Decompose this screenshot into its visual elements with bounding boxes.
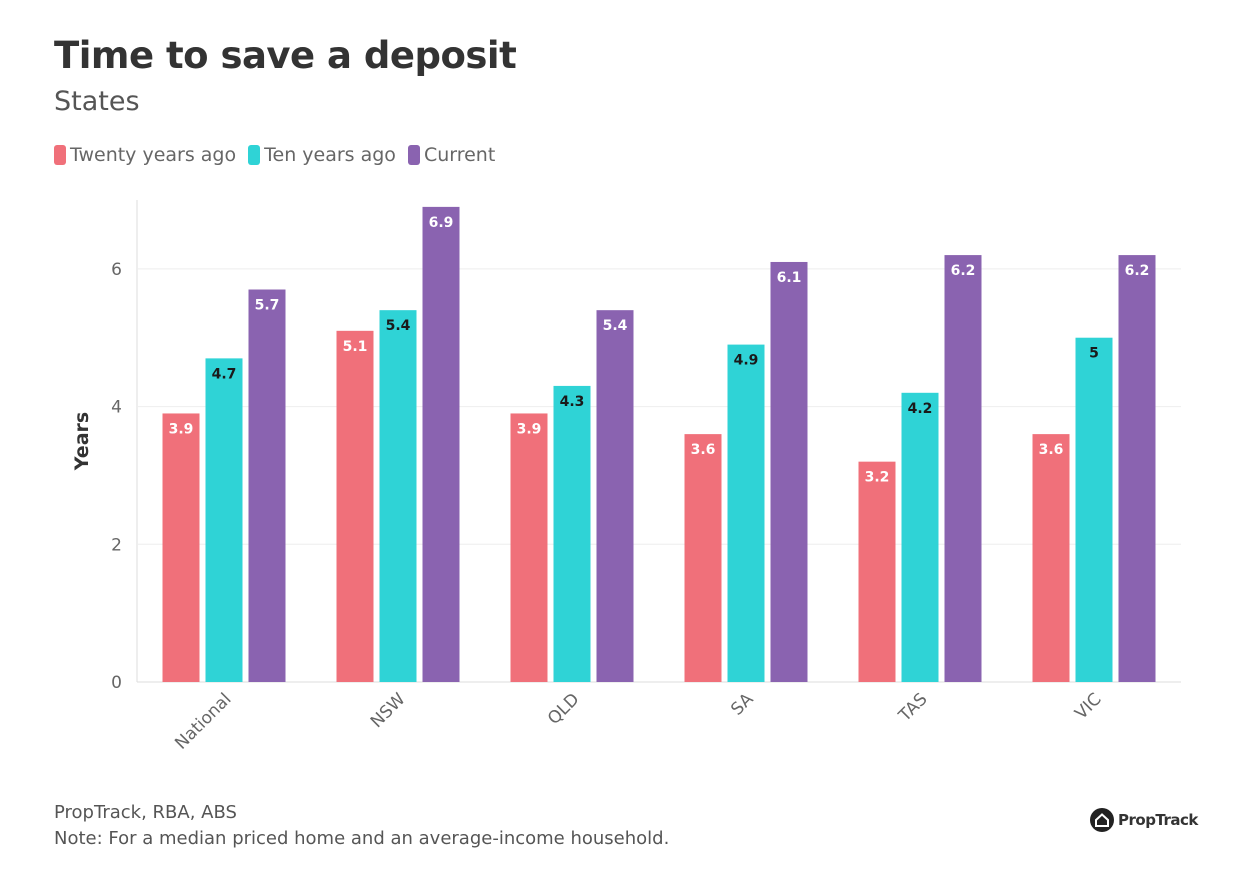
x-tick-label: VIC — [1071, 689, 1105, 723]
x-tick-label: SA — [727, 689, 757, 719]
legend-swatch — [248, 145, 261, 165]
bar-current — [944, 255, 982, 683]
bar-ten-years-ago — [553, 385, 591, 682]
house-icon — [1090, 808, 1114, 832]
y-tick-label: 0 — [111, 673, 122, 693]
legend-swatch — [407, 145, 420, 165]
legend-item: Current — [407, 144, 496, 166]
data-label: 3.9 — [169, 421, 194, 437]
logo-text: PropTrack — [1118, 811, 1198, 829]
data-label: 4.9 — [734, 353, 759, 369]
y-tick-label: 2 — [111, 535, 122, 555]
data-label: 4.7 — [212, 366, 237, 382]
chart-subtitle: States — [54, 86, 140, 117]
bar-twenty-years-ago — [684, 434, 722, 682]
x-tick-label: QLD — [544, 689, 584, 729]
bar-current — [596, 310, 634, 682]
bar-twenty-years-ago — [858, 461, 896, 682]
x-tick-label: NSW — [367, 689, 410, 732]
legend-label: Twenty years ago — [70, 144, 237, 166]
bar-current — [248, 289, 286, 682]
x-tick-label: National — [171, 689, 235, 753]
legend-item: Twenty years ago — [54, 144, 236, 166]
y-axis-label: Years — [71, 412, 93, 471]
legend: Twenty years ago Ten years ago Current — [54, 144, 495, 166]
bar-twenty-years-ago — [510, 413, 548, 682]
source-text: PropTrack, RBA, ABS — [54, 802, 237, 823]
data-label: 6.9 — [429, 215, 454, 231]
bar-ten-years-ago — [727, 344, 765, 682]
source-note: PropTrack, RBA, ABS Note: For a median p… — [54, 800, 669, 852]
data-label: 5.7 — [255, 298, 280, 314]
data-label: 6.2 — [951, 263, 976, 279]
data-label: 5.4 — [386, 318, 411, 334]
legend-label: Current — [423, 144, 496, 166]
data-label: 3.9 — [517, 421, 542, 437]
bar-current — [770, 261, 808, 682]
note-text: Note: For a median priced home and an av… — [54, 828, 670, 849]
bar-twenty-years-ago — [162, 413, 200, 682]
data-label: 6.2 — [1125, 263, 1150, 279]
legend-label: Ten years ago — [264, 144, 396, 166]
data-label: 4.3 — [560, 394, 585, 410]
bar-ten-years-ago — [205, 358, 243, 682]
bar-ten-years-ago — [379, 310, 417, 682]
data-label: 3.6 — [1039, 442, 1064, 458]
bar-current — [422, 206, 460, 682]
legend-swatch — [54, 145, 66, 165]
bar-twenty-years-ago — [1032, 434, 1070, 682]
data-label: 5.1 — [343, 339, 368, 355]
data-label: 3.6 — [691, 442, 716, 458]
data-label: 5 — [1089, 346, 1099, 362]
data-label: 3.2 — [865, 470, 890, 486]
x-tick-label: TAS — [894, 689, 931, 726]
bar-ten-years-ago — [901, 392, 939, 682]
data-label: 6.1 — [777, 270, 802, 286]
bar-current — [1118, 255, 1156, 683]
bar-ten-years-ago — [1075, 337, 1113, 682]
chart-title: Time to save a deposit — [54, 34, 517, 77]
legend-item: Ten years ago — [248, 144, 396, 166]
bar-twenty-years-ago — [336, 330, 374, 682]
proptrack-logo: PropTrack — [1090, 808, 1198, 832]
y-tick-label: 6 — [111, 260, 122, 280]
y-tick-label: 4 — [111, 398, 122, 418]
data-label: 5.4 — [603, 318, 628, 334]
data-label: 4.2 — [908, 401, 933, 417]
